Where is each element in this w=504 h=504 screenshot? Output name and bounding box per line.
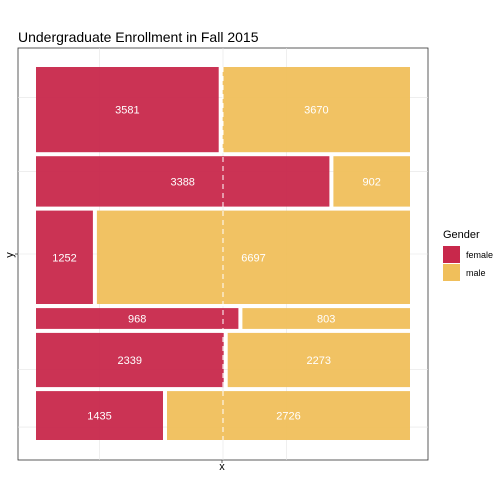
x-axis-label: x <box>219 461 225 473</box>
cell-label-female-3: 968 <box>128 314 146 326</box>
mosaic-cell-male-2 <box>96 210 411 304</box>
cell-label-male-0: 3670 <box>304 105 328 117</box>
legend-key-female <box>443 246 460 263</box>
mosaic-cell-male-0 <box>222 67 410 153</box>
cell-label-male-3: 803 <box>317 314 335 326</box>
mosaic-cell-female-1 <box>36 156 330 207</box>
mosaic-cell-male-1 <box>333 156 410 207</box>
mosaic-cell-male-4 <box>227 332 410 388</box>
cell-label-female-4: 2339 <box>118 355 142 367</box>
cell-label-female-2: 1252 <box>52 252 76 264</box>
y-axis-label: y <box>4 252 16 258</box>
chart-title: Undergraduate Enrollment in Fall 2015 <box>18 29 259 45</box>
mosaic-cell-female-3 <box>36 308 239 329</box>
mosaic-cell-female-2 <box>36 210 93 304</box>
mosaic-cell-female-5 <box>36 391 163 440</box>
mosaic-cell-male-5 <box>167 391 410 440</box>
cell-label-male-5: 2726 <box>276 411 300 423</box>
legend-label-male: male <box>466 268 486 278</box>
legend-title: Gender <box>443 229 480 241</box>
cell-label-female-5: 1435 <box>87 411 111 423</box>
legend-key-male <box>443 264 460 281</box>
legend-label-female: female <box>466 250 493 260</box>
mosaic-cell-female-0 <box>36 67 219 153</box>
mosaic-cell-female-4 <box>36 332 224 388</box>
plot-panel: 3581 3670 3388 902 1252 6697 968 803 2339 2273 143… <box>15 47 429 463</box>
cell-label-male-2: 6697 <box>241 252 265 264</box>
legend: Gender female male <box>443 229 493 281</box>
cell-label-female-0: 3581 <box>115 105 139 117</box>
cell-label-female-1: 3388 <box>170 176 194 188</box>
cell-label-male-4: 2273 <box>307 355 331 367</box>
cell-label-male-1: 902 <box>363 176 381 188</box>
mosaic-cell-male-3 <box>242 308 410 329</box>
